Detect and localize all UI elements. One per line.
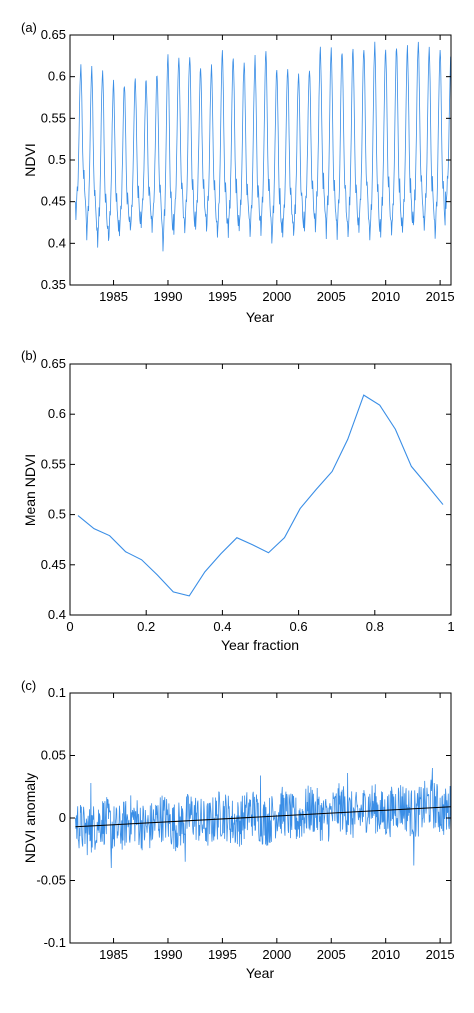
panel-c-xtick-label: 2005 (317, 947, 346, 962)
panel-c-xtick-label: 1985 (99, 947, 128, 962)
panel-a-xtick-label: 1995 (208, 289, 237, 304)
panel-a-xlabel: Year (246, 309, 275, 325)
panel-b-ytick-label: 0.55 (41, 456, 66, 471)
panel-c-ytick-label: 0.1 (48, 685, 66, 700)
panel-a-ylabel: NDVI (22, 143, 38, 176)
panel-b-ytick-label: 0.6 (48, 406, 66, 421)
panel-c-ytick-label: 0.05 (41, 748, 66, 763)
panel-c-frame (69, 692, 452, 944)
panel-a-ytick-label: 0.45 (41, 194, 66, 209)
panel-c-xtick-label: 1995 (208, 947, 237, 962)
panel-b-label: (b) (21, 348, 37, 363)
panel-a-series-line (75, 41, 452, 252)
panel-a-ndvi-timeseries: (a) 1985 1990 1995 2000 2005 2010 2015 0.35 0.4 0… (21, 20, 455, 325)
panel-b-xtick-label: 0.6 (290, 619, 308, 634)
panel-b-ytick-label: 0.45 (41, 557, 66, 572)
panel-b-ytick-label: 0.65 (41, 356, 66, 371)
panel-a-label: (a) (21, 20, 37, 35)
panel-a-xtick-label: 2010 (371, 289, 400, 304)
panel-b-xtick-label: 1 (447, 619, 454, 634)
panel-a-xtick-label: 1985 (99, 289, 128, 304)
panel-b-frame (69, 363, 452, 616)
panel-b-ylabel: Mean NDVI (22, 454, 38, 526)
panel-c-trend-line (75, 806, 452, 828)
panel-c-xlabel: Year (246, 965, 275, 981)
panel-b-xtick-label: 0.4 (213, 619, 231, 634)
panel-c-xtick-label: 1990 (154, 947, 183, 962)
panel-c-series-line (75, 767, 452, 869)
panel-b-series-line (77, 394, 444, 597)
panel-c-ytick-label: 0 (59, 810, 66, 825)
panel-b-xtick-label: 0.2 (137, 619, 155, 634)
panel-c-xtick-label: 2015 (426, 947, 455, 962)
panel-b-mean-seasonal-cycle: (b) 0 0.2 0.4 0.6 0.8 10.40.450.50.550.60.65 … (21, 348, 455, 653)
panel-a-xtick-label: 1990 (154, 289, 183, 304)
panel-a-ytick-label: 0.35 (41, 277, 66, 292)
panel-c-label: (c) (21, 678, 36, 693)
panel-a-xtick-label: 2005 (317, 289, 346, 304)
panel-a-ytick-label: 0.55 (41, 110, 66, 125)
panel-a-ytick-label: 0.6 (48, 69, 66, 84)
panel-b-xtick-label: 0 (66, 619, 73, 634)
panel-a-ytick-label: 0.4 (48, 235, 66, 250)
panel-c-ytick-label: -0.05 (36, 873, 66, 888)
panel-b-ytick-label: 0.4 (48, 607, 66, 622)
panel-b-xtick-label: 0.8 (366, 619, 384, 634)
panel-a-frame (69, 34, 452, 286)
panel-a-ytick-label: 0.65 (41, 27, 66, 42)
panel-c-ytick-label: -0.1 (44, 935, 66, 950)
panel-b-ytick-label: 0.5 (48, 507, 66, 522)
panel-c-ndvi-anomaly: (c) 1985 1990 1995 2000 2005 2010 2015 -0.1 -0.0… (21, 678, 455, 981)
panel-c-xtick-label: 2010 (371, 947, 400, 962)
panel-a-xtick-label: 2000 (262, 289, 291, 304)
panel-c-ylabel: NDVI anomaly (22, 773, 38, 863)
panel-a-ytick-label: 0.5 (48, 152, 66, 167)
panel-c-xtick-label: 2000 (262, 947, 291, 962)
panel-a-xtick-label: 2015 (426, 289, 455, 304)
panel-b-xlabel: Year fraction (221, 637, 299, 653)
